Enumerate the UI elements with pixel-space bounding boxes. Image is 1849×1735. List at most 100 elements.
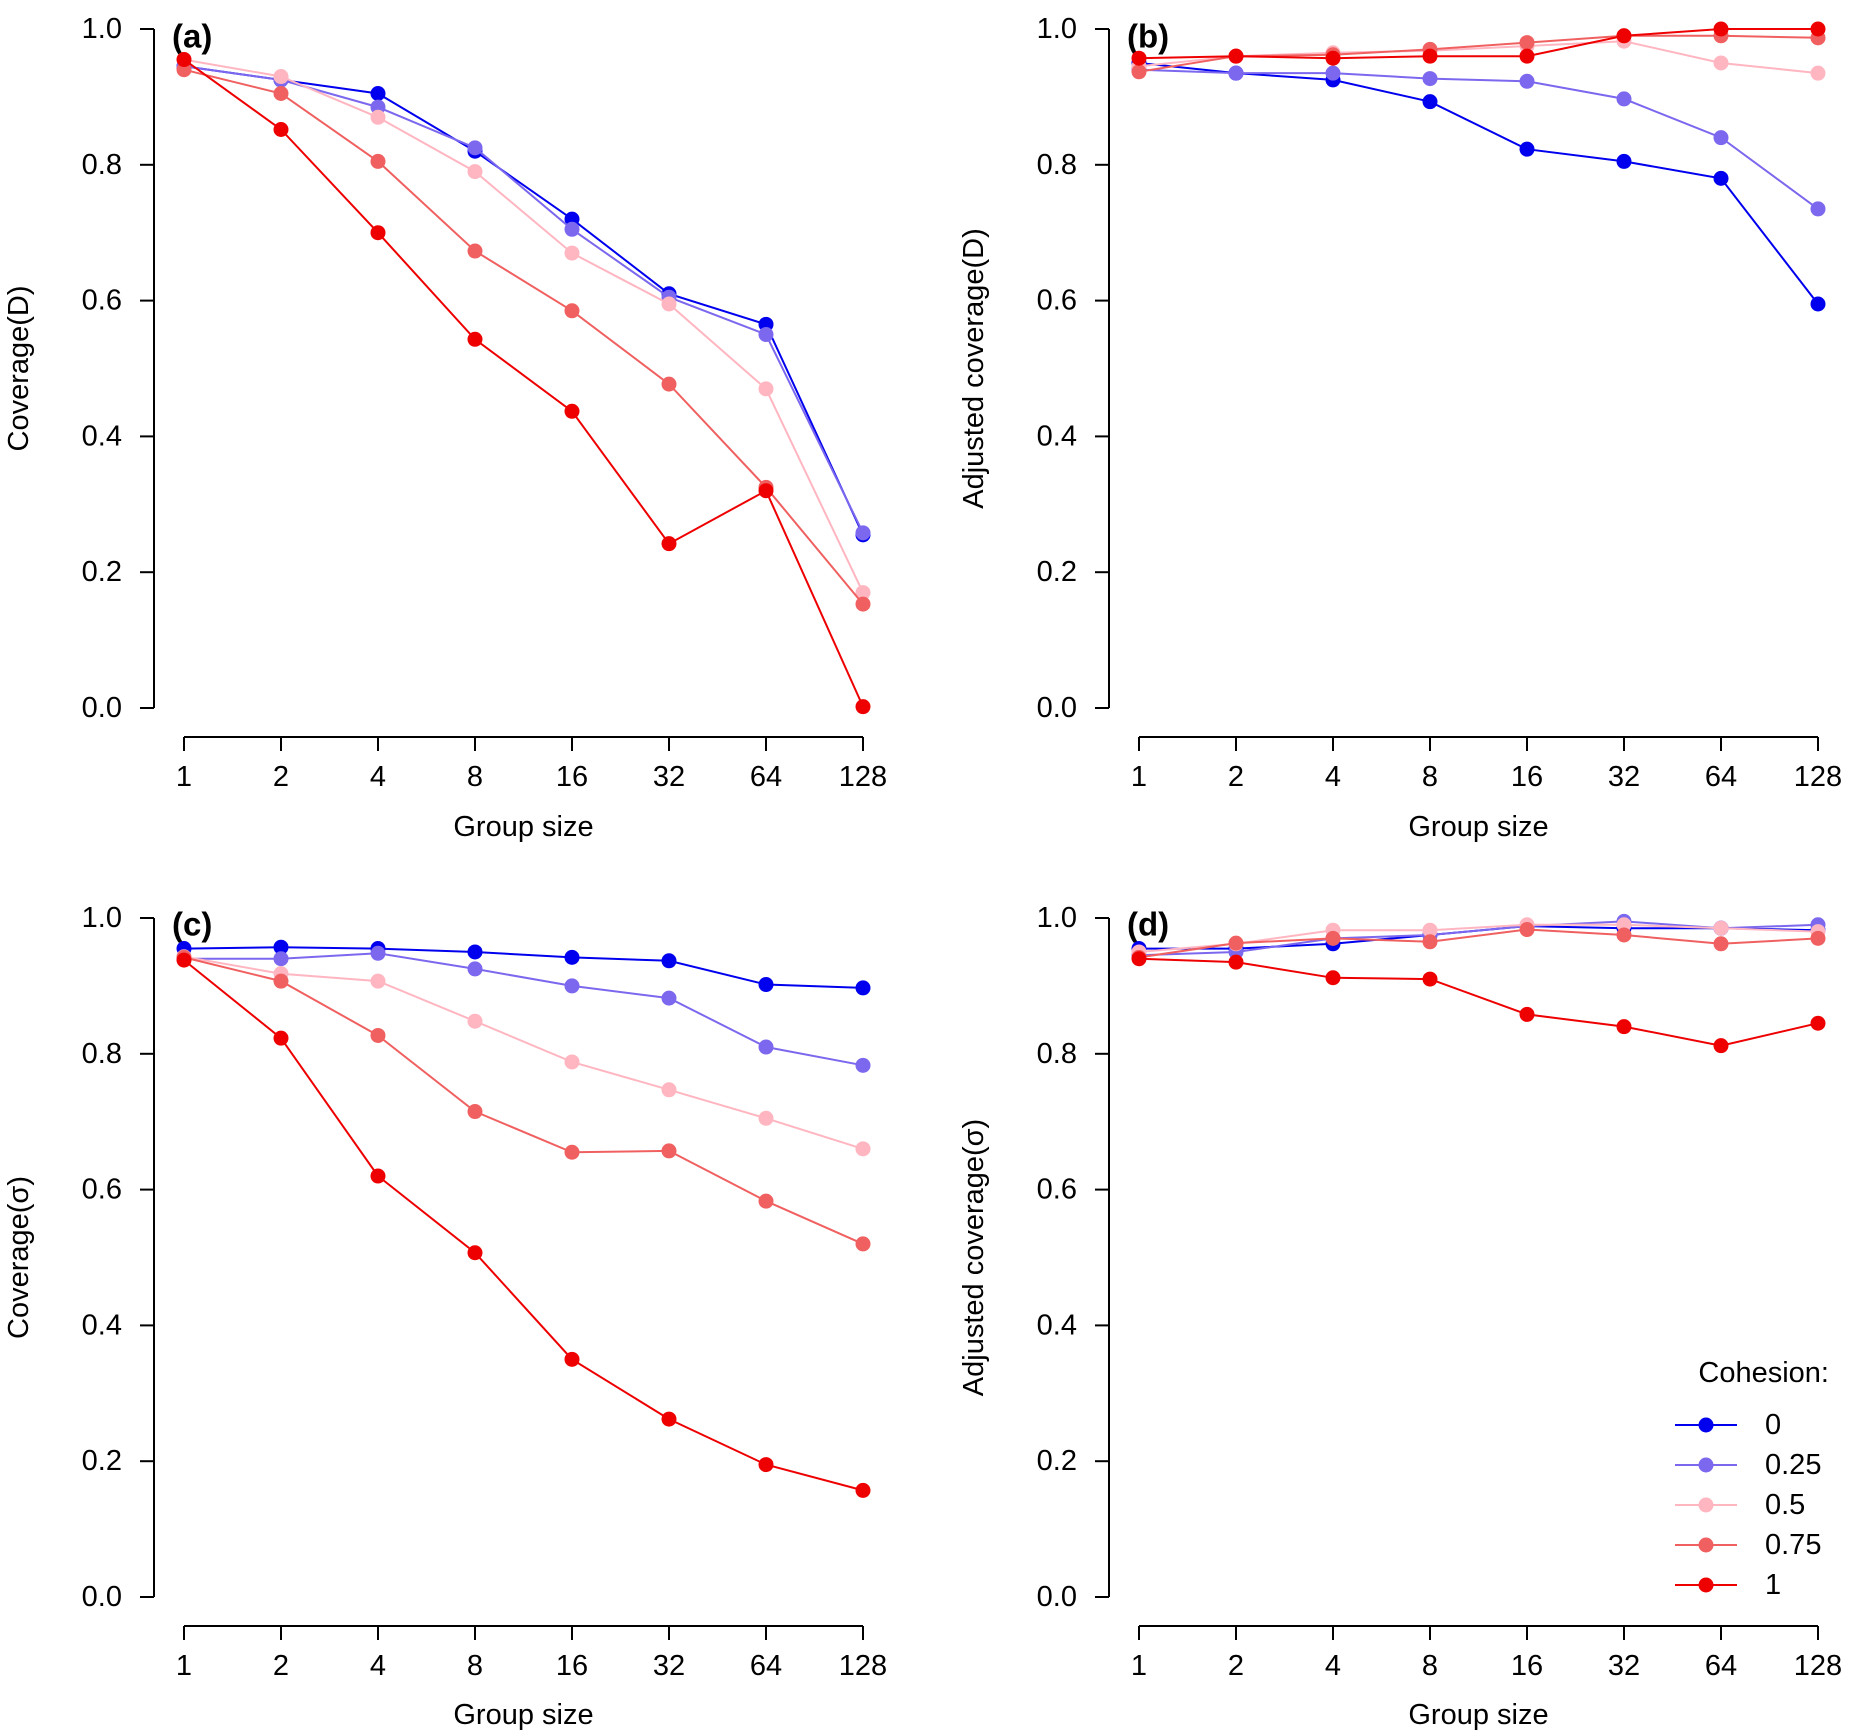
- legend: Cohesion: 0 0.25 0.5 0.75 1: [1675, 1357, 1829, 1601]
- data-point: [1713, 920, 1729, 936]
- data-point: [1519, 922, 1535, 938]
- data-point: [1810, 21, 1826, 37]
- x-tick-label: 8: [1422, 761, 1438, 793]
- series-0-75: [176, 949, 871, 1252]
- data-point: [1810, 296, 1826, 312]
- series-0: [1131, 55, 1826, 312]
- y-tick-label: 0.0: [1037, 692, 1077, 724]
- data-point: [1422, 94, 1438, 110]
- data-point: [1713, 55, 1729, 71]
- panel-label: (c): [172, 906, 212, 943]
- series-0-25: [176, 945, 871, 1073]
- series-line: [183, 65, 864, 536]
- data-point: [273, 951, 289, 967]
- legend-swatch-point: [1698, 1537, 1714, 1553]
- data-point: [176, 952, 192, 968]
- data-point: [855, 596, 871, 612]
- data-point: [564, 978, 580, 994]
- chart-panel-4: 0.0 0.2 0.4 0.6 0.8 1.0 1 2 4 8 16 32 64 128 Group siz…: [958, 902, 1842, 1731]
- data-point: [855, 585, 871, 601]
- data-point: [758, 1039, 774, 1055]
- x-tick-label: 4: [1325, 1650, 1341, 1682]
- y-tick-label: 0.4: [82, 1309, 122, 1341]
- series-0: [176, 939, 871, 996]
- panel-label: (d): [1127, 906, 1169, 943]
- data-point: [273, 939, 289, 955]
- data-point: [1228, 954, 1244, 970]
- data-point: [1616, 28, 1632, 44]
- data-point: [1228, 48, 1244, 64]
- data-point: [370, 86, 386, 102]
- data-point: [564, 303, 580, 319]
- data-point: [1810, 65, 1826, 81]
- data-point: [1325, 970, 1341, 986]
- x-axis-title: Group size: [453, 1699, 593, 1731]
- data-point: [1422, 971, 1438, 987]
- y-tick-label: 0.0: [1037, 1581, 1077, 1613]
- data-point: [661, 953, 677, 969]
- x-tick-label: 1: [176, 761, 192, 793]
- y-tick-label: 0.6: [1037, 285, 1077, 317]
- series-line: [183, 956, 864, 1245]
- data-point: [467, 140, 483, 156]
- data-point: [1422, 48, 1438, 64]
- data-point: [1422, 934, 1438, 950]
- data-point: [370, 1168, 386, 1184]
- data-point: [1713, 130, 1729, 146]
- x-tick-label: 4: [1325, 761, 1341, 793]
- data-point: [1325, 50, 1341, 66]
- x-tick-label: 1: [1131, 761, 1147, 793]
- data-point: [758, 1193, 774, 1209]
- chart-panel-1: 0.0 0.2 0.4 0.6 0.8 1.0 1 2 4 8 16 32 64 128 Group siz…: [3, 13, 887, 843]
- data-point: [564, 1351, 580, 1367]
- data-point: [273, 86, 289, 102]
- data-point: [661, 296, 677, 312]
- series-1: [176, 52, 871, 715]
- legend-label: 0: [1765, 1409, 1781, 1441]
- data-point: [855, 1236, 871, 1252]
- x-tick-label: 32: [1608, 761, 1640, 793]
- data-point: [370, 225, 386, 241]
- legend-label: 0.75: [1765, 1529, 1821, 1561]
- chart-panel-3: 0.0 0.2 0.4 0.6 0.8 1.0 1 2 4 8 16 32 64 128 Group siz…: [3, 902, 887, 1731]
- data-point: [1713, 21, 1729, 37]
- y-axis-title: Coverage(D): [3, 286, 35, 452]
- x-tick-label: 4: [370, 761, 386, 793]
- legend-swatch-point: [1698, 1417, 1714, 1433]
- series-line: [1138, 28, 1818, 60]
- data-point: [661, 376, 677, 392]
- data-point: [1713, 170, 1729, 186]
- y-tick-label: 0.4: [1037, 420, 1077, 452]
- panel-label: (a): [172, 18, 212, 55]
- x-tick-label: 16: [556, 761, 588, 793]
- x-tick-label: 1: [176, 1650, 192, 1682]
- data-point: [758, 327, 774, 343]
- data-point: [1616, 153, 1632, 169]
- x-tick-label: 8: [1422, 1650, 1438, 1682]
- x-tick-label: 2: [273, 761, 289, 793]
- data-point: [1325, 65, 1341, 81]
- x-tick-label: 16: [1511, 1650, 1543, 1682]
- data-point: [467, 164, 483, 180]
- data-point: [661, 990, 677, 1006]
- data-point: [273, 973, 289, 989]
- series-line: [183, 65, 864, 534]
- panel-label: (b): [1127, 18, 1169, 55]
- data-point: [855, 980, 871, 996]
- y-tick-label: 0.2: [1037, 556, 1077, 588]
- series-line: [183, 58, 864, 594]
- x-tick-label: 128: [839, 1650, 887, 1682]
- data-point: [564, 1054, 580, 1070]
- y-tick-label: 0.8: [82, 1038, 122, 1070]
- y-tick-label: 0.6: [82, 285, 122, 317]
- data-point: [1713, 936, 1729, 952]
- x-axis-title: Group size: [1408, 1699, 1548, 1731]
- legend-label: 1: [1765, 1569, 1781, 1601]
- x-tick-label: 4: [370, 1650, 386, 1682]
- x-tick-label: 64: [750, 761, 782, 793]
- series-1: [1131, 21, 1826, 66]
- series-line: [184, 952, 864, 1067]
- data-point: [1131, 951, 1147, 967]
- data-point: [564, 403, 580, 419]
- data-point: [1131, 50, 1147, 66]
